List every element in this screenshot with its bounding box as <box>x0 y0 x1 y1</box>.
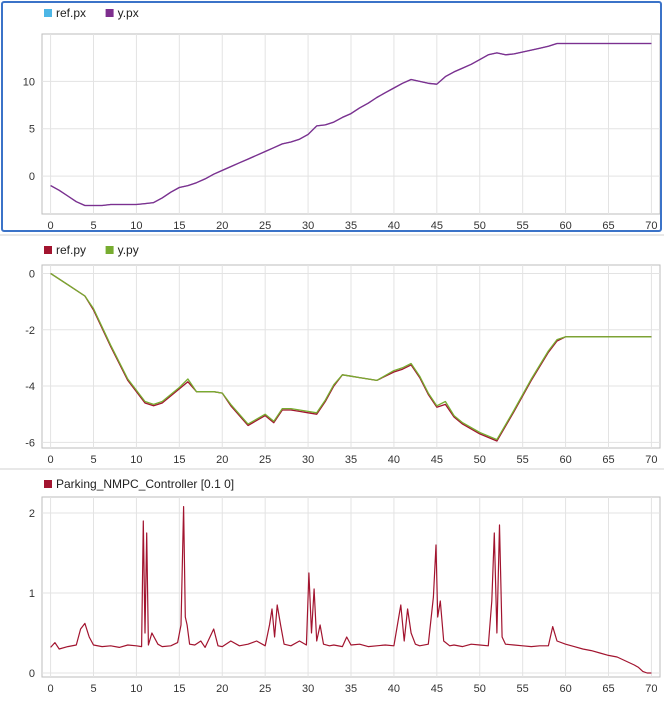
y-tick-label: -2 <box>25 325 35 337</box>
y-tick-label: 10 <box>23 76 35 88</box>
x-tick-label: 25 <box>259 683 271 695</box>
x-tick-label: 10 <box>130 220 142 232</box>
y-tick-label: -4 <box>25 381 35 393</box>
y-tick-label: 0 <box>29 668 35 680</box>
y-tick-label: -6 <box>25 437 35 449</box>
x-tick-label: 55 <box>517 683 529 695</box>
x-tick-label: 35 <box>345 220 357 232</box>
x-tick-label: 40 <box>388 220 400 232</box>
x-tick-label: 15 <box>173 220 185 232</box>
chart-panel-1[interactable]: 0 5 10 15 20 25 30 35 40 45 50 55 60 65 70 0 5 10 ref.px y.… <box>1 1 662 232</box>
x-tick-label: 35 <box>345 454 357 466</box>
x-tick-label: 55 <box>517 220 529 232</box>
series-line-2 <box>50 272 652 441</box>
legend-swatch <box>105 9 114 17</box>
x-tick-label: 15 <box>173 683 185 695</box>
x-tick-label: 70 <box>645 220 657 232</box>
legend-swatch <box>44 480 52 488</box>
legend-label: ref.py <box>56 243 86 257</box>
x-tick-label: 10 <box>130 683 142 695</box>
y-tick-label: 5 <box>29 124 35 136</box>
x-tick-label: 0 <box>48 683 54 695</box>
x-tick-label: 0 <box>48 220 54 232</box>
x-tick-label: 65 <box>602 220 614 232</box>
x-tick-label: 50 <box>474 683 486 695</box>
legend-label: y.px <box>118 6 139 20</box>
x-tick-label: 45 <box>431 220 443 232</box>
x-tick-label: 60 <box>559 454 571 466</box>
x-tick-label: 5 <box>90 454 96 466</box>
x-tick-label: 30 <box>302 683 314 695</box>
x-tick-label: 40 <box>388 683 400 695</box>
x-tick-label: 20 <box>216 220 228 232</box>
legend-label: Parking_NMPC_Controller [0.1 0] <box>56 477 234 491</box>
x-tick-label: 55 <box>517 454 529 466</box>
x-tick-label: 5 <box>90 220 96 232</box>
x-tick-label: 35 <box>345 683 357 695</box>
legend-swatch <box>44 246 52 254</box>
legend-swatch <box>105 246 114 254</box>
x-tick-label: 70 <box>645 683 657 695</box>
legend-item[interactable]: y.py <box>105 243 139 257</box>
x-tick-label: 45 <box>431 683 443 695</box>
x-tick-label: 15 <box>173 454 185 466</box>
y-tick-label: 1 <box>29 588 35 600</box>
x-tick-label: 65 <box>602 454 614 466</box>
x-tick-label: 5 <box>90 683 96 695</box>
x-tick-label: 20 <box>216 683 228 695</box>
series-line-1 <box>50 272 652 442</box>
legend-label: ref.px <box>56 6 86 20</box>
x-tick-label: 60 <box>559 220 571 232</box>
x-tick-label: 65 <box>602 683 614 695</box>
chart-panel-2[interactable]: 0 5 10 15 20 25 30 35 40 45 50 55 60 65 70 0 -2 -4 -6 ref.p… <box>25 243 661 466</box>
legend-item[interactable]: Parking_NMPC_Controller [0.1 0] <box>44 477 234 491</box>
selected-panel-frame <box>1 1 662 232</box>
x-tick-label: 50 <box>474 220 486 232</box>
x-tick-label: 30 <box>302 220 314 232</box>
x-tick-label: 25 <box>259 220 271 232</box>
x-tick-label: 0 <box>48 454 54 466</box>
x-tick-label: 60 <box>559 683 571 695</box>
x-tick-label: 70 <box>645 454 657 466</box>
x-tick-label: 20 <box>216 454 228 466</box>
legend-label: y.py <box>118 243 139 257</box>
y-tick-label: 2 <box>29 508 35 520</box>
series-line-1 <box>50 506 652 674</box>
y-tick-label: 0 <box>29 171 35 183</box>
x-tick-label: 45 <box>431 454 443 466</box>
legend-swatch <box>44 9 52 17</box>
chart-panel-3[interactable]: 0 5 10 15 20 25 30 35 40 45 50 55 60 65 70 0 1 2 Parking_N… <box>29 477 661 695</box>
series-line-2 <box>50 42 652 207</box>
x-tick-label: 50 <box>474 454 486 466</box>
x-tick-label: 40 <box>388 454 400 466</box>
legend-item[interactable]: y.px <box>105 6 139 20</box>
x-tick-label: 30 <box>302 454 314 466</box>
legend-item[interactable]: ref.py <box>44 243 86 257</box>
x-tick-label: 25 <box>259 454 271 466</box>
x-tick-label: 10 <box>130 454 142 466</box>
y-tick-label: 0 <box>29 268 35 280</box>
legend-item[interactable]: ref.px <box>44 6 86 20</box>
